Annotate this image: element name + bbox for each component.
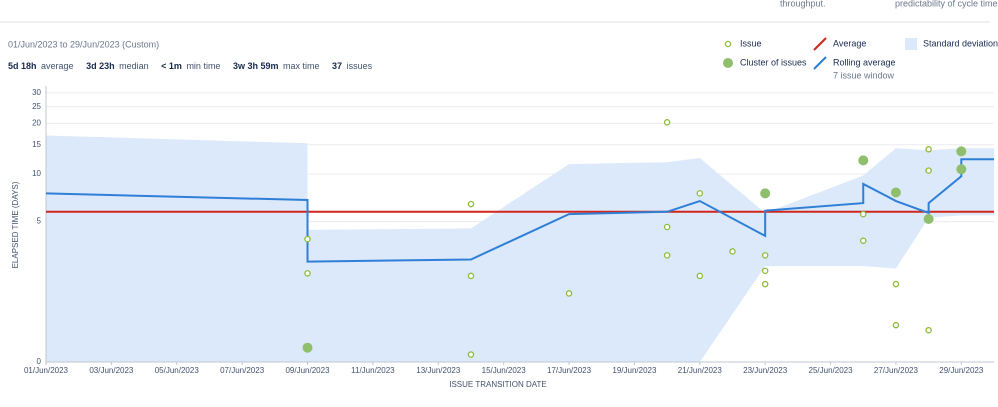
issue-point [925,146,932,153]
legend-swatch [723,58,733,68]
legend-swatch [724,40,732,48]
cluster-point [923,214,934,225]
stat-value: 37 [332,61,342,71]
x-tick-label: 15/Jun/2023 [482,366,527,375]
x-axis-label: ISSUE TRANSITION DATE [449,380,547,389]
stat-label: min time [186,61,220,71]
x-tick-label: 13/Jun/2023 [416,366,461,375]
x-tick-label: 19/Jun/2023 [612,366,657,375]
stat-label: median [119,61,149,71]
x-tick-label: 23/Jun/2023 [743,366,788,375]
issue-point [663,223,671,231]
x-tick-label: 03/Jun/2023 [89,366,134,375]
issue-point [304,235,311,243]
x-tick-label: 05/Jun/2023 [155,366,200,375]
y-tick-label: 5 [37,217,42,226]
cluster-point [956,164,967,175]
cluster-point [890,187,901,198]
issue-point [663,119,671,126]
rolling-average-line [45,158,994,263]
legend-swatch [813,37,827,51]
cluster-point [760,188,771,199]
legend-sublabel: 7 issue window [833,70,895,80]
y-tick-label: 20 [32,119,41,128]
x-tick-label: 25/Jun/2023 [809,366,854,375]
cluster-point [858,155,869,166]
x-tick-label: 27/Jun/2023 [874,366,919,375]
y-axis-label: ELAPSED TIME (DAYS) [11,181,20,268]
legend-swatch [813,56,827,70]
issue-point [663,252,671,259]
issue-point [467,351,475,358]
stat-value: 3d 23h [86,61,115,71]
legend-label: Cluster of issues [740,57,807,67]
issue-point [761,280,769,288]
issue-point [761,267,769,275]
legend-label: Rolling average [833,57,896,67]
stat-value: 5d 18h [8,61,37,71]
legend-label: Issue [740,38,762,48]
top-note: throughput. [780,0,826,8]
issue-point [467,200,475,208]
stat-value: 3w 3h 59m [233,61,279,71]
top-note: predictability of cycle time. [895,0,998,8]
y-tick-label: 15 [32,140,41,149]
stat-label: average [41,61,74,71]
y-tick-label: 10 [32,169,41,178]
stat-label: issues [347,61,373,71]
legend-label: Average [833,38,866,48]
issue-point [729,248,736,255]
stats: 5d 18h average 3d 23h median < 1m min ti… [8,61,373,71]
x-tick-label: 11/Jun/2023 [351,366,395,375]
x-tick-label: 07/Jun/2023 [220,366,265,375]
issue-point [925,326,932,334]
date-range: 01/Jun/2023 to 29/Jun/2023 (Custom) [8,39,159,49]
issue-point [892,280,900,288]
x-tick-label: 17/Jun/2023 [547,366,592,375]
stat-value: < 1m [161,61,182,71]
std-dev-band [46,135,994,362]
issue-point [859,237,867,244]
issue-point [467,272,475,280]
issue-point [859,210,867,218]
stat-label: max time [283,61,320,71]
x-tick-label: 21/Jun/2023 [678,366,723,375]
issue-point [925,167,932,174]
issue-point [696,190,704,197]
issue-point [761,252,769,259]
plot: 0 5 10 15 20 25 30 01/Jun/2023 03/Jun/2023 05/Jun… [24,86,994,375]
issue-point [304,270,311,277]
cluster-point [956,146,967,157]
cluster-point [302,342,313,353]
legend-label: Standard deviation [923,38,998,48]
x-tick-label: 09/Jun/2023 [285,366,330,375]
legend-swatch [905,38,917,50]
y-tick-label: 30 [32,88,41,97]
x-tick-label: 29/Jun/2023 [939,366,984,375]
x-tick-label: 01/Jun/2023 [24,366,69,375]
y-tick-label: 25 [32,102,41,111]
y-tick-label: 0 [37,357,42,366]
issue-point [565,290,573,297]
issue-point [892,321,900,329]
issue-point [696,272,704,280]
